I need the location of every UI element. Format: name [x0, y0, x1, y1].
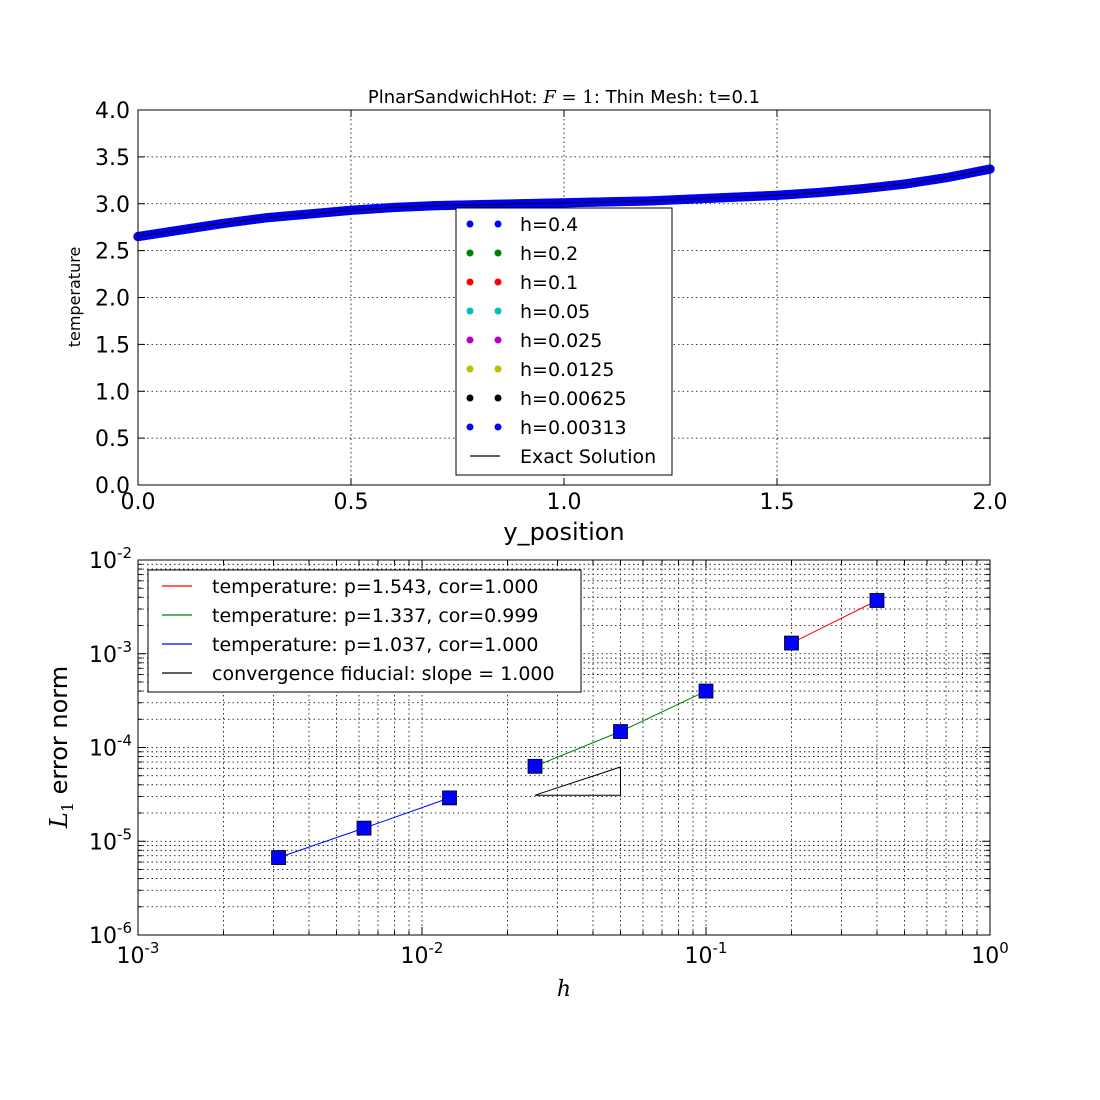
bottom-x-axis-label: h: [557, 977, 571, 1002]
legend-marker-swatch: [466, 307, 474, 315]
error-marker: [698, 683, 714, 699]
error-marker: [613, 724, 628, 739]
legend-marker-swatch: [494, 336, 502, 344]
top-y-tick-label: 0.5: [95, 427, 130, 452]
legend-label: h=0.00625: [520, 388, 627, 410]
legend-label: h=0.00313: [520, 417, 627, 439]
legend-marker-swatch: [466, 249, 474, 257]
legend-marker-swatch: [494, 394, 502, 402]
legend-marker-swatch: [494, 249, 502, 257]
convergence-fiducial-triangle: [534, 766, 621, 796]
legend-label: h=0.1: [520, 272, 578, 294]
error-marker: [527, 758, 543, 774]
error-marker: [442, 790, 457, 806]
top-y-tick-label: 0.0: [95, 474, 130, 499]
legend-marker-swatch: [466, 365, 474, 373]
top-y-tick-label: 2.5: [95, 240, 130, 265]
bottom-x-tick-label: 10-3: [117, 939, 160, 969]
legend-label: h=0.2: [520, 243, 578, 265]
exact-solution-line: [137, 168, 991, 238]
legend-marker-swatch: [466, 336, 474, 344]
bottom-y-axis-label: L1 error norm: [45, 666, 77, 829]
error-marker: [869, 593, 885, 608]
legend-marker-swatch: [494, 365, 502, 373]
legend-label: h=0.0125: [520, 359, 614, 381]
error-marker: [784, 635, 799, 651]
legend-label: convergence fiducial: slope = 1.000: [212, 663, 555, 685]
top-x-tick-label: 1.5: [760, 490, 795, 515]
convergence-plot: 10-3 10-2 10-1 100 10-6 10-5 10-4 10-3 10-2 h L1…: [45, 544, 1009, 1002]
legend-marker-swatch: [494, 278, 502, 286]
top-y-tick-label: 3.5: [95, 146, 130, 171]
bottom-y-tick-label: 10-2: [89, 544, 132, 574]
legend-marker-swatch: [494, 307, 502, 315]
top-y-axis-label: temperature: [65, 247, 84, 348]
legend-label: h=0.025: [520, 330, 602, 352]
error-marker: [356, 820, 372, 836]
legend-marker-swatch: [466, 423, 474, 431]
bottom-x-tick-label: 100: [971, 939, 1009, 969]
top-x-axis-label: y_position: [503, 518, 624, 546]
top-y-tick-label: 2.0: [95, 287, 130, 312]
bottom-ticks: 10-3 10-2 10-1 100 10-6 10-5 10-4 10-3 10-2: [89, 544, 1009, 969]
legend-marker-swatch: [494, 423, 502, 431]
error-marker: [271, 850, 286, 865]
legend-marker-swatch: [466, 220, 474, 228]
bottom-x-tick-label: 10-2: [401, 939, 444, 969]
legend-label: h=0.05: [520, 301, 590, 323]
top-x-tick-label: 0.5: [334, 490, 369, 515]
bottom-x-tick-label: 10-1: [685, 939, 728, 969]
bottom-y-tick-label: 10-3: [89, 638, 132, 668]
legend-label: temperature: p=1.543, cor=1.000: [212, 576, 539, 598]
top-x-tick-label: 2.0: [973, 490, 1008, 515]
top-plot-title: PlnarSandwichHot: F = 1: Thin Mesh: t=0.…: [368, 87, 760, 108]
legend-marker-swatch: [494, 220, 502, 228]
bottom-y-tick-label: 10-6: [89, 919, 132, 949]
top-ticks: 0.0 0.5 1.0 1.5 2.0 0.0 0.5 1.0 1.5 2.0 2.5 3.0 3.5 4…: [95, 99, 1008, 515]
legend-marker-swatch: [466, 394, 474, 402]
bottom-legend-box: [147, 569, 582, 693]
legend-label: h=0.4: [520, 214, 578, 236]
temperature-profile-plot: PlnarSandwichHot: F = 1: Thin Mesh: t=0.…: [65, 87, 1008, 546]
top-y-tick-label: 1.5: [95, 333, 130, 358]
legend-label: Exact Solution: [520, 446, 656, 468]
bottom-y-tick-label: 10-4: [89, 732, 132, 762]
top-legend-box: [455, 207, 673, 476]
top-y-tick-label: 4.0: [95, 99, 130, 124]
top-legend: h=0.4 h=0.2 h=0.1 h=0.05 h=0.025 h=0.0125 h=0.…: [455, 207, 673, 476]
legend-label: temperature: p=1.037, cor=1.000: [212, 634, 539, 656]
top-x-tick-label: 0.0: [121, 490, 156, 515]
bottom-y-tick-label: 10-5: [89, 825, 132, 855]
top-y-tick-label: 3.0: [95, 193, 130, 218]
legend-label: temperature: p=1.337, cor=0.999: [212, 605, 539, 627]
temperature-curve: [133, 164, 995, 242]
legend-marker-swatch: [466, 278, 474, 286]
top-x-tick-label: 1.0: [547, 490, 582, 515]
convergence-points: [271, 593, 885, 865]
top-y-tick-label: 1.0: [95, 380, 130, 405]
bottom-legend: temperature: p=1.543, cor=1.000 temperatu…: [147, 569, 582, 693]
fit-line: [791, 600, 878, 644]
